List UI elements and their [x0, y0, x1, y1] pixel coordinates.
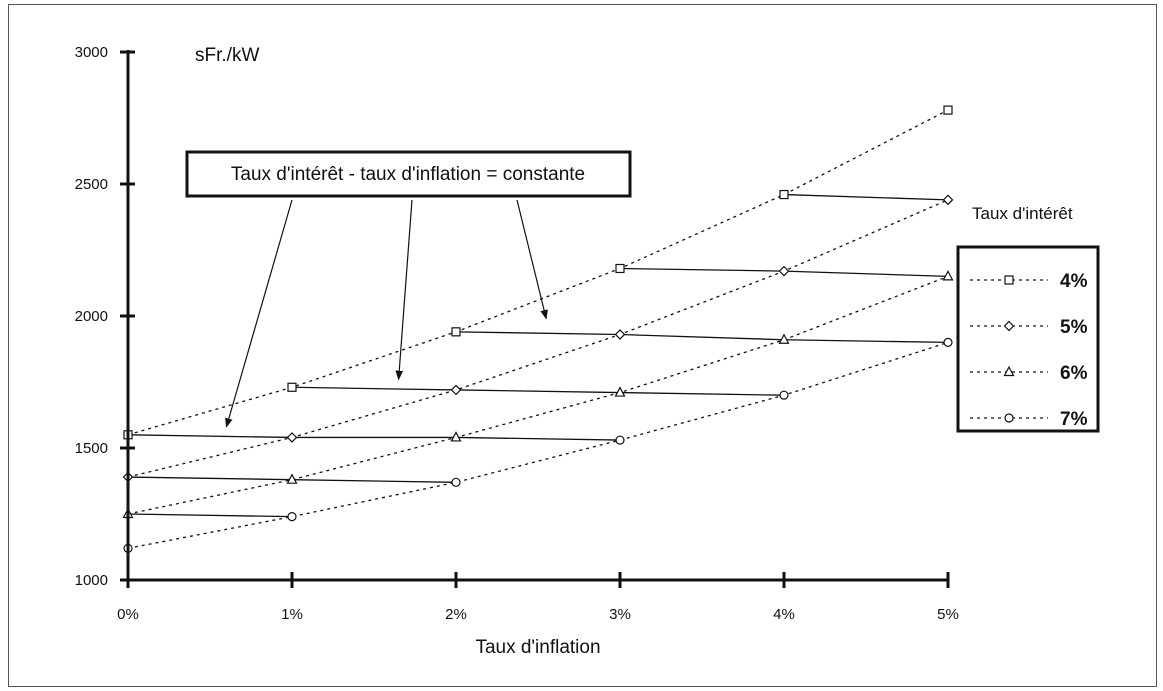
link-lines-layer: [127, 193, 949, 518]
data-point-4pct: [451, 327, 461, 337]
data-point-5pct: [942, 194, 954, 206]
legend-marker-4pct: [1004, 275, 1014, 285]
constant-link-line: [455, 389, 621, 394]
legend-title: Taux d'intérêt: [972, 204, 1073, 223]
annotation-arrow: [225, 199, 293, 428]
annotation-text: Taux d'intérêt - taux d'inflation = cons…: [231, 164, 585, 185]
data-point-7pct: [779, 390, 789, 400]
x-ticks: 0% 1% 2% 3% 4% 5%: [117, 572, 959, 623]
series-line-6pct: [127, 275, 949, 515]
legend-label-7pct: 7%: [1060, 409, 1088, 430]
data-point-4pct: [779, 189, 789, 200]
data-point-5pct: [778, 265, 790, 277]
data-point-7pct: [615, 435, 625, 445]
data-point-5pct: [450, 384, 462, 396]
constant-link-line: [783, 193, 949, 201]
data-point-4pct: [287, 382, 297, 392]
constant-link-line: [619, 333, 785, 341]
series-lines-layer: [127, 109, 949, 549]
legend-marker-5pct: [1003, 320, 1015, 332]
legend-marker-6pct: [1003, 365, 1015, 377]
x-tick-label: 4%: [773, 606, 795, 623]
constant-link-line: [127, 476, 293, 481]
data-point-4pct: [943, 105, 953, 115]
x-axis-title: Taux d'inflation: [475, 637, 600, 658]
data-point-6pct: [450, 431, 462, 442]
y-ticks: 1000 1500 2000 2500 3000: [75, 44, 135, 589]
data-point-6pct: [942, 270, 954, 281]
legend-label-5pct: 5%: [1060, 317, 1088, 338]
annotation-arrow: [516, 199, 548, 320]
axes: [126, 50, 948, 582]
annotation: Taux d'intérêt - taux d'inflation = cons…: [185, 150, 632, 428]
x-tick-label: 1%: [281, 606, 303, 623]
data-point-7pct: [451, 477, 461, 487]
data-point-5pct: [286, 432, 298, 443]
x-tick-label: 2%: [445, 606, 467, 623]
y-tick-label: 1000: [75, 572, 108, 589]
chart-frame: [8, 4, 1157, 687]
constant-link-line: [291, 479, 457, 483]
data-point-7pct: [287, 512, 297, 522]
data-point-6pct: [614, 386, 626, 397]
constant-link-line: [783, 270, 949, 278]
constant-link-line: [619, 267, 785, 272]
constant-link-line: [783, 339, 949, 344]
data-point-5pct: [614, 329, 626, 340]
y-tick-label: 1500: [75, 440, 108, 457]
legend-label-6pct: 6%: [1060, 363, 1088, 384]
constant-link-line: [291, 386, 457, 391]
x-tick-label: 3%: [609, 606, 631, 623]
series-line-5pct: [127, 199, 949, 478]
y-tick-label: 3000: [75, 44, 108, 61]
data-point-4pct: [615, 263, 625, 274]
legend: Taux d'intérêt 4% 5% 6% 7%: [956, 204, 1100, 433]
legend-box: [956, 245, 1100, 433]
data-point-7pct: [943, 337, 953, 347]
y-unit-label: sFr./kW: [195, 45, 259, 66]
constant-link-line: [455, 331, 621, 336]
annotation-arrow: [395, 199, 413, 381]
constant-link-line: [619, 391, 785, 396]
legend-label-4pct: 4%: [1060, 271, 1088, 292]
legend-items: 4% 5% 6% 7%: [970, 271, 1088, 430]
legend-marker-7pct: [1004, 413, 1014, 423]
constant-link-line: [127, 513, 293, 518]
data-point-6pct: [286, 473, 298, 484]
y-tick-label: 2000: [75, 308, 108, 325]
constant-link-line: [127, 434, 293, 439]
annotation-box: [185, 150, 632, 198]
series-line-7pct: [127, 341, 949, 549]
x-tick-label: 5%: [937, 606, 959, 623]
x-tick-label: 0%: [117, 606, 139, 623]
constant-link-line: [455, 436, 621, 441]
data-point-6pct: [778, 333, 790, 344]
y-tick-label: 2500: [75, 176, 108, 193]
series-line-4pct: [127, 109, 949, 436]
annotation-arrows: [225, 199, 548, 428]
